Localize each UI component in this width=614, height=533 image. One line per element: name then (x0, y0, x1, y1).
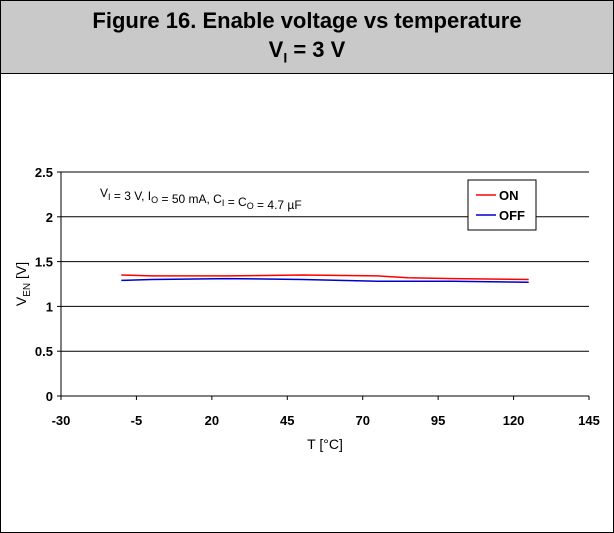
y-tick-label: 0.5 (35, 344, 53, 359)
chart-annotation: VI = 3 V, IO = 50 mA, CI = CO = 4.7 µF (100, 186, 302, 212)
x-tick-label: 145 (578, 413, 600, 428)
x-axis-label: T [°C] (307, 436, 343, 452)
y-tick-label: 2 (46, 210, 53, 225)
x-tick-label: 120 (503, 413, 525, 428)
series-line-off (121, 277, 529, 283)
x-tick-label: 70 (355, 413, 369, 428)
legend-label-off: OFF (499, 208, 525, 223)
y-tick-label: 1 (46, 299, 53, 314)
y-axis-label: VEN [V] (13, 262, 33, 306)
subtitle-symbol: V (268, 37, 284, 62)
x-tick-label: 20 (205, 413, 219, 428)
x-tick-label: -5 (131, 413, 143, 428)
y-tick-label: 0 (46, 389, 53, 404)
figure-title: Figure 16. Enable voltage vs temperature (92, 8, 522, 33)
series-line-on (121, 274, 529, 281)
subtitle-subscript: I (283, 49, 288, 66)
figure-subtitle: VI = 3 V (1, 37, 613, 65)
legend-label-on: ON (499, 188, 519, 203)
y-tick-label: 2.5 (35, 165, 53, 180)
legend-box (467, 179, 537, 231)
figure-header: Figure 16. Enable voltage vs temperature… (1, 1, 613, 74)
subtitle-value: = 3 V (287, 37, 346, 62)
x-tick-label: 45 (280, 413, 294, 428)
x-tick-label: 95 (431, 413, 445, 428)
y-tick-label: 1.5 (35, 255, 53, 270)
x-tick-label: -30 (52, 413, 71, 428)
